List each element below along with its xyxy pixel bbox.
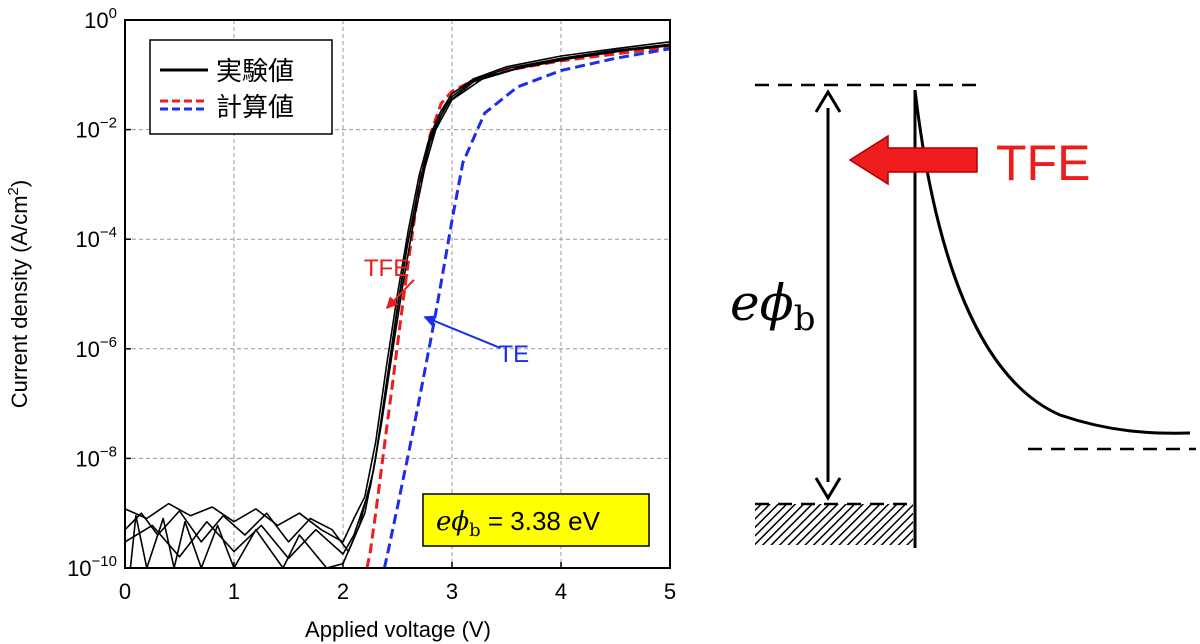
iv-chart: 0 1 2 3 4 5 10−10 10−8 10−6 10−4 10−2 100 Applied …	[5, 5, 676, 642]
diagram-tfe-label: TFE	[996, 135, 1090, 191]
y-axis-title-sup: 2	[5, 187, 22, 195]
annotation-tfe-arrow	[385, 279, 415, 310]
y-axis-title: Current density (A/cm2)	[5, 180, 32, 408]
annotation-te-label: TE	[499, 341, 530, 368]
diagram-barrier-label: eϕb	[730, 274, 815, 339]
metal-hatched-region	[755, 504, 913, 545]
y-tick-label-1: 10−8	[75, 443, 117, 471]
y-tick-label-0: 10−10	[67, 553, 117, 581]
legend-box	[149, 39, 333, 135]
annotation-te-arrow	[423, 315, 501, 350]
barrier-sub: b	[469, 520, 481, 541]
y-tick-label-2: 10−6	[75, 334, 117, 362]
band-diagram: eϕb TFE	[730, 83, 1196, 548]
x-tick-label-2: 2	[337, 579, 349, 604]
x-tick-label-5: 5	[664, 579, 676, 604]
y-tick-label-5: 100	[84, 5, 117, 33]
barrier-height-box-bg	[422, 493, 650, 547]
annotation-tfe-label: TFE	[364, 255, 409, 282]
y-axis-title-close: )	[7, 180, 32, 187]
y-axis-title-main: Current density (A/cm	[7, 195, 32, 408]
tfe-tunneling-arrow	[848, 134, 978, 186]
diagram-barrier-phi: ϕ	[760, 274, 794, 332]
series-line-tfe	[365, 45, 670, 568]
diagram-barrier-sub: b	[794, 299, 816, 339]
x-axis-title: Applied voltage (V)	[305, 617, 491, 642]
plot-frame	[124, 19, 671, 569]
barrier-e: e	[436, 507, 451, 537]
barrier-height-text: eϕb = 3.38 eV	[436, 506, 601, 541]
x-tick-label-4: 4	[555, 579, 567, 604]
barrier-height-box: eϕb = 3.38 eV	[422, 493, 650, 547]
series-line-te	[382, 47, 670, 568]
y-axis-ticks: 10−10 10−8 10−6 10−4 10−2 100	[67, 5, 131, 581]
y-tick-label-3: 10−4	[75, 224, 117, 252]
barrier-phi: ϕ	[451, 507, 469, 537]
grid-lines	[125, 20, 670, 568]
barrier-value: = 3.38 eV	[481, 506, 601, 536]
x-axis-ticks: 0 1 2 3 4 5	[119, 562, 676, 604]
series-layer	[125, 41, 670, 568]
x-tick-label-1: 1	[228, 579, 240, 604]
x-tick-label-3: 3	[446, 579, 458, 604]
barrier-arrow-up-head	[814, 89, 842, 113]
legend-label-calculated: 計算値	[216, 93, 294, 123]
diagram-barrier-e: e	[730, 274, 760, 332]
series-line-experimental-1	[125, 41, 670, 543]
band-bending-curve	[913, 89, 1191, 435]
barrier-arrow-down-head	[814, 477, 842, 501]
x-tick-label-0: 0	[119, 579, 131, 604]
y-tick-label-4: 10−2	[75, 115, 117, 143]
legend-label-experimental: 実験値	[216, 57, 294, 87]
legend: 実験値 計算値	[149, 39, 333, 135]
